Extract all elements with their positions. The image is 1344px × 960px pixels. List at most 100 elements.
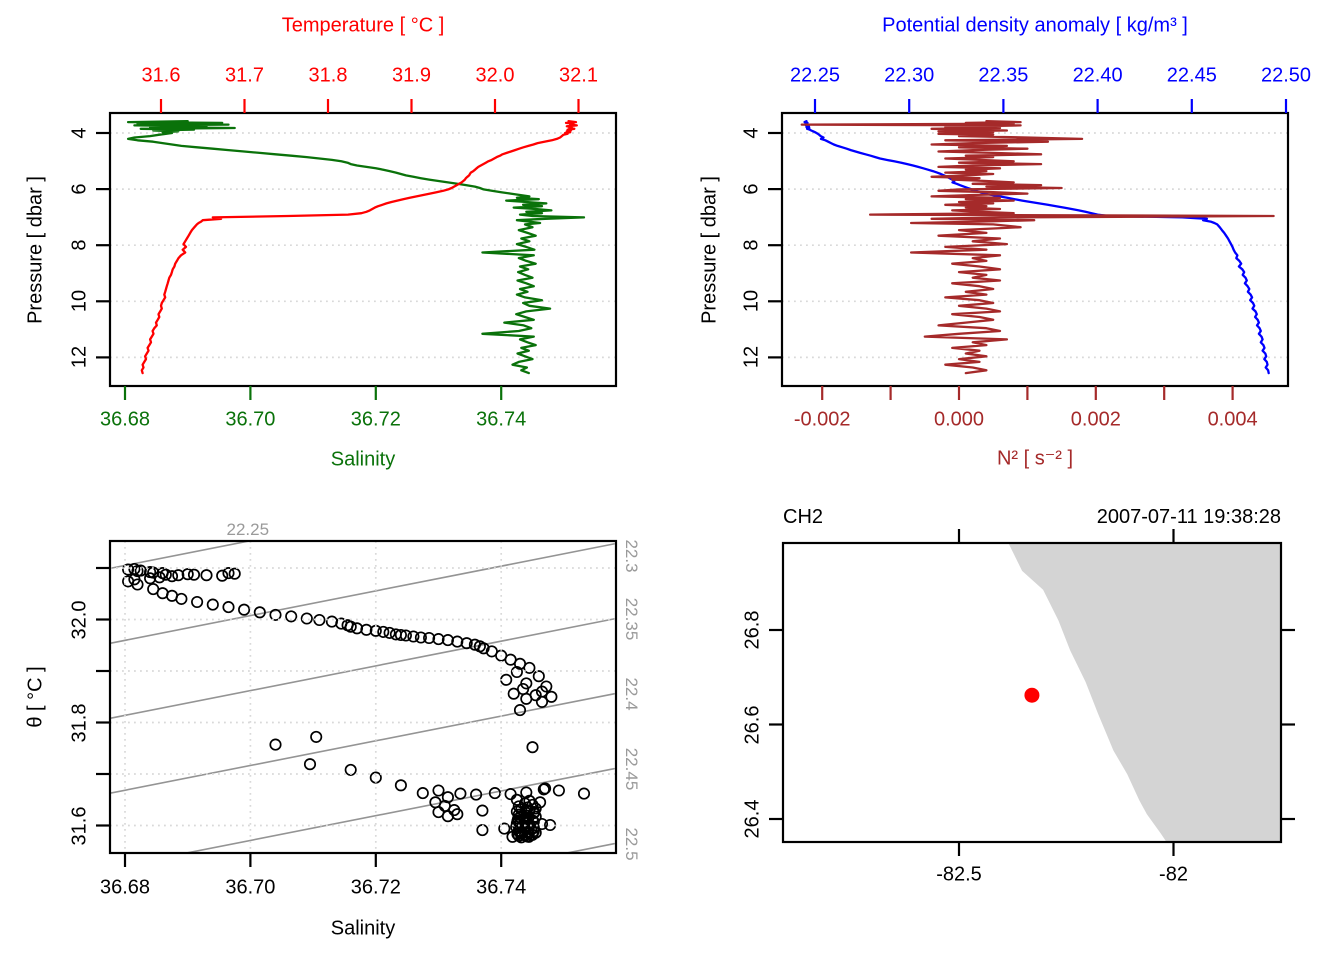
ts-data-point: [523, 661, 536, 674]
ts-data-point: [172, 569, 185, 582]
ts-data-point: [300, 612, 313, 625]
tick-label: 22.30: [884, 64, 935, 87]
n2-curve: [800, 120, 1275, 375]
tick-label: 36.68: [99, 876, 151, 899]
ts-data-point: [451, 808, 464, 821]
ts-data-point: [181, 568, 194, 581]
tick-label: 12: [68, 346, 91, 369]
ts-data-point: [520, 692, 533, 705]
ts-data-point: [416, 787, 429, 800]
tick-label: 31.7: [225, 64, 264, 87]
ts-data-point: [165, 570, 179, 583]
ts-data-point: [476, 804, 489, 817]
ts-data-point: [522, 830, 535, 843]
ts-data-point: [414, 631, 427, 644]
ts-data-point: [310, 730, 323, 743]
density-curve: [803, 120, 1270, 375]
ts-data-point: [470, 788, 483, 801]
ts-data-point: [144, 572, 157, 585]
density-axis-title: Potential density anomaly [ kg/m³ ]: [882, 14, 1188, 37]
ts-data-point: [377, 625, 390, 638]
ts-data-point: [285, 610, 298, 623]
ts-data-point: [399, 629, 412, 642]
isopycnal-label: 22.3: [622, 539, 641, 573]
ts-data-point: [175, 592, 188, 605]
ts-data-point: [191, 595, 204, 609]
ts-data-point: [510, 665, 523, 679]
ts-data-point: [476, 824, 489, 837]
pressure-axis-title-right: Pressure [ dbar ]: [698, 176, 721, 324]
tick-label: 0.004: [1207, 408, 1258, 431]
ts-data-point: [383, 626, 396, 639]
isopycnal-line: [110, 618, 615, 720]
plot-box: [108, 111, 618, 388]
ts-data-point: [515, 831, 528, 844]
ts-data-point: [526, 741, 539, 754]
tick-label: -82.5: [936, 863, 982, 886]
tick-label: 10: [740, 290, 763, 313]
tick-label: 31.8: [308, 64, 348, 87]
ts-data-point: [344, 763, 357, 776]
tick-label: 36.74: [476, 408, 527, 431]
tick-label: 36.68: [99, 408, 151, 431]
ts-data-point: [532, 670, 545, 683]
ts-data-point: [537, 783, 550, 796]
tick-label: 36.72: [350, 876, 401, 899]
tick-label: 32.0: [68, 600, 91, 639]
profile-panel-temperature-salinity: [96, 99, 618, 400]
salinity-axis-title-ts-panel: Salinity: [330, 917, 396, 940]
tick-label: 22.50: [1260, 64, 1312, 87]
ts-data-point: [432, 784, 445, 797]
ts-data-point: [520, 786, 533, 799]
isopycnal-label: 22.25: [226, 520, 270, 539]
ts-data-point: [206, 598, 219, 611]
ts-data-point: [228, 567, 241, 580]
tick-label: 36.74: [476, 876, 527, 899]
tick-label: 4: [740, 127, 763, 139]
ts-data-point: [200, 569, 213, 582]
ts-data-point: [222, 601, 235, 614]
tick-label: 26.6: [741, 705, 764, 744]
ts-data-point: [507, 687, 520, 700]
ts-diagram-panel: [96, 539, 618, 867]
ts-data-point: [344, 620, 357, 633]
ts-data-point: [513, 704, 527, 717]
station-datetime-label: 2007-07-11 19:38:28: [1096, 506, 1281, 528]
ts-data-point: [460, 637, 473, 650]
ts-data-point: [222, 567, 235, 580]
tick-label: 8: [68, 239, 91, 251]
theta-axis-title: θ [ °C ]: [24, 666, 47, 728]
tick-label: 6: [68, 183, 91, 195]
ts-data-point: [238, 603, 251, 616]
tick-label: 10: [68, 290, 91, 313]
tick-label: 22.45: [1166, 64, 1217, 87]
salinity-curve: [126, 120, 586, 375]
tick-label: -0.002: [793, 408, 851, 431]
ts-data-point: [216, 569, 229, 582]
ts-data-point: [407, 630, 420, 643]
plot-box: [781, 541, 1283, 844]
tick-label: 36.70: [225, 876, 276, 899]
isopycnal-label: 22.45: [622, 747, 641, 791]
ts-data-point: [134, 564, 147, 577]
land-polygon: [1008, 543, 1281, 842]
tick-label: 8: [740, 239, 763, 251]
tick-label: 31.6: [141, 64, 181, 87]
isopycnal-line: [110, 541, 254, 570]
tick-label: 36.70: [225, 408, 276, 431]
ts-data-point: [153, 571, 166, 584]
ts-data-point: [577, 787, 591, 800]
isopycnal-line: [110, 692, 615, 795]
ts-data-point: [394, 779, 407, 792]
tick-label: 26.8: [741, 610, 764, 650]
ts-data-point: [423, 631, 436, 645]
plot-box: [108, 539, 618, 855]
tick-label: 0.000: [933, 408, 985, 431]
n2-axis-title: N² [ s⁻² ]: [996, 447, 1074, 470]
tick-label: -82: [1159, 863, 1188, 886]
ts-data-point: [269, 608, 282, 621]
station-id-label: CH2: [783, 506, 824, 528]
temperature-axis-title: Temperature [ °C ]: [281, 14, 445, 37]
tick-label: 32.0: [475, 64, 515, 87]
